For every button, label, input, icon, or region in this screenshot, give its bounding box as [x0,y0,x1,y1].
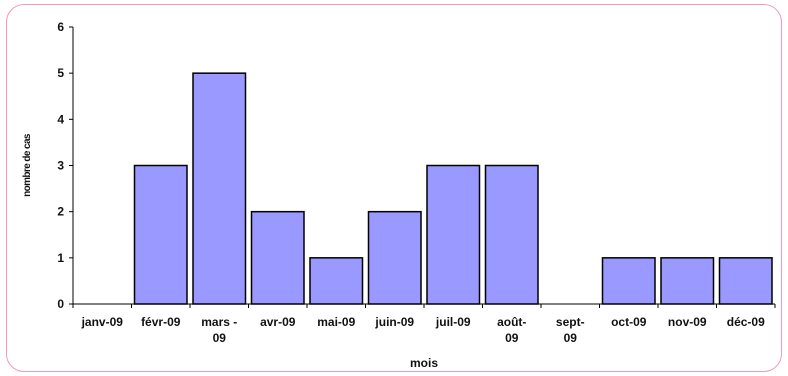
bar [192,72,247,305]
x-axis-title: mois [410,356,438,370]
bar [718,257,773,305]
x-tick-label: juin-09 [374,315,414,329]
y-tick-label: 0 [57,297,64,311]
bar [133,164,188,305]
y-ticks-group: 0 1 2 3 4 5 6 [57,20,73,311]
bar [309,257,364,305]
x-ticks-group: janv-09 févr-09 mars -09 avr-09 mai-09 juin-0… [72,304,776,345]
y-tick-label: 3 [57,159,64,173]
y-tick-label: 4 [57,112,64,126]
y-tick-label: 1 [57,251,64,265]
bar [426,164,481,305]
x-tick-label: févr-09 [141,315,181,329]
bars-group [133,72,773,305]
bar [601,257,656,305]
bar [250,210,305,305]
x-tick-label: mai-09 [317,315,355,329]
x-tick-label: juil-09 [435,315,471,329]
x-tick-label: mars -09 [201,315,237,345]
y-axis-title: nombre de cas [22,133,33,197]
x-tick-label: oct-09 [611,315,647,329]
bar [660,257,715,305]
y-tick-label: 6 [57,20,64,34]
y-tick-label: 5 [57,66,64,80]
y-tick-label: 2 [57,205,64,219]
x-tick-label: sept-09 [556,315,585,345]
x-tick-label: avr-09 [260,315,296,329]
bar [484,164,539,305]
bar [367,210,422,305]
x-tick-label: janv-09 [81,315,124,329]
x-tick-label: août-09 [497,315,526,345]
x-tick-label: nov-09 [668,315,707,329]
x-tick-label: déc-09 [727,315,765,329]
